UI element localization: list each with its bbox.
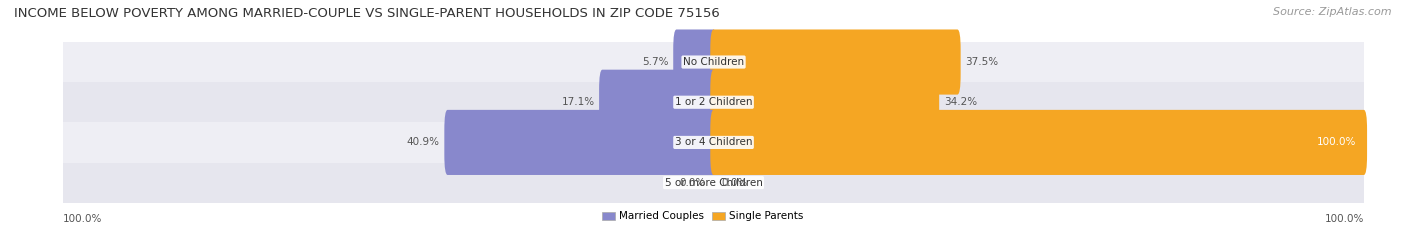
Text: Source: ZipAtlas.com: Source: ZipAtlas.com xyxy=(1274,7,1392,17)
Text: 1 or 2 Children: 1 or 2 Children xyxy=(675,97,752,107)
FancyBboxPatch shape xyxy=(710,70,939,135)
Text: 34.2%: 34.2% xyxy=(943,97,977,107)
FancyBboxPatch shape xyxy=(63,122,1364,163)
Text: 100.0%: 100.0% xyxy=(1324,214,1364,224)
Text: 17.1%: 17.1% xyxy=(561,97,595,107)
Text: INCOME BELOW POVERTY AMONG MARRIED-COUPLE VS SINGLE-PARENT HOUSEHOLDS IN ZIP COD: INCOME BELOW POVERTY AMONG MARRIED-COUPL… xyxy=(14,7,720,20)
Text: 0.0%: 0.0% xyxy=(679,178,706,188)
Text: 100.0%: 100.0% xyxy=(63,214,103,224)
Text: 5.7%: 5.7% xyxy=(643,57,669,67)
Legend: Married Couples, Single Parents: Married Couples, Single Parents xyxy=(599,207,807,226)
Text: 0.0%: 0.0% xyxy=(721,178,748,188)
Text: 5 or more Children: 5 or more Children xyxy=(665,178,762,188)
FancyBboxPatch shape xyxy=(599,70,717,135)
FancyBboxPatch shape xyxy=(63,163,1364,203)
Text: 100.0%: 100.0% xyxy=(1316,137,1355,147)
FancyBboxPatch shape xyxy=(673,30,717,95)
FancyBboxPatch shape xyxy=(63,42,1364,82)
Text: 40.9%: 40.9% xyxy=(406,137,440,147)
FancyBboxPatch shape xyxy=(710,110,1367,175)
Text: No Children: No Children xyxy=(683,57,744,67)
Text: 3 or 4 Children: 3 or 4 Children xyxy=(675,137,752,147)
FancyBboxPatch shape xyxy=(710,30,960,95)
FancyBboxPatch shape xyxy=(444,110,717,175)
FancyBboxPatch shape xyxy=(63,82,1364,122)
Text: 37.5%: 37.5% xyxy=(965,57,998,67)
